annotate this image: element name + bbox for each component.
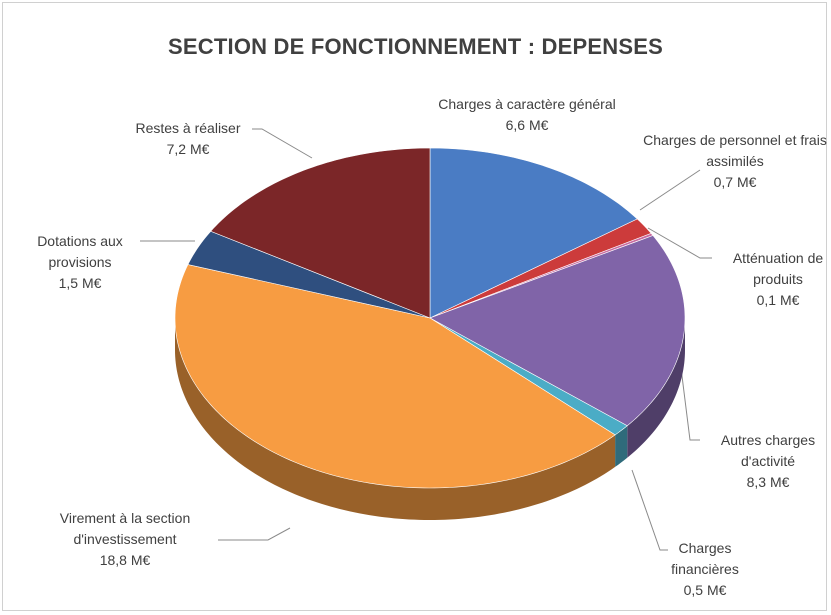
category-label: Virement à la section d'investissement — [59, 510, 191, 547]
leader-line — [218, 527, 291, 541]
category-label: Charges de personnel et frais assimilés — [643, 132, 827, 169]
leader-line — [631, 469, 668, 551]
value-label: 0,7 M€ — [713, 174, 757, 190]
slice-label: Virement à la section d'investissement 18… — [25, 508, 225, 571]
slice — [429, 147, 638, 319]
slice-side — [615, 425, 628, 467]
slice-label: Atténuation de produits 0,1 M€ — [718, 248, 831, 311]
slice-label: Charges financières 0,5 M€ — [645, 538, 765, 601]
chart-title: SECTION DE FONCTIONNEMENT : DEPENSES — [168, 34, 663, 59]
value-label: 6,6 M€ — [505, 117, 549, 133]
slice — [210, 147, 431, 319]
slice — [429, 218, 652, 319]
category-label: Restes à réaliser — [135, 120, 241, 136]
leader-lines — [140, 128, 712, 551]
category-label: Atténuation de produits — [732, 250, 824, 287]
leader-line — [252, 128, 313, 159]
slice-label: Autres charges d'activité 8,3 M€ — [698, 430, 831, 493]
leader-line — [647, 227, 712, 259]
pie-sides — [175, 318, 685, 520]
slice-label: Restes à réaliser 7,2 M€ — [113, 118, 263, 160]
slice — [187, 230, 431, 319]
slice-label: Charges à caractère général 6,6 M€ — [397, 94, 657, 136]
category-label: Charges à caractère général — [438, 96, 616, 112]
value-label: 1,5 M€ — [58, 275, 102, 291]
leader-line — [679, 359, 700, 441]
category-label: Charges financières — [671, 540, 739, 577]
slice-side — [627, 318, 685, 458]
slice-label: Dotations aux provisions 1,5 M€ — [5, 231, 155, 294]
value-label: 0,1 M€ — [756, 292, 800, 308]
slice-side — [175, 318, 616, 520]
category-label: Autres charges d'activité — [720, 432, 816, 469]
pie-slices — [174, 147, 686, 489]
value-label: 18,8 M€ — [99, 552, 151, 568]
slice — [429, 235, 686, 427]
leader-line — [639, 169, 701, 211]
value-label: 8,3 M€ — [746, 474, 790, 490]
value-label: 0,5 M€ — [683, 582, 727, 598]
value-label: 7,2 M€ — [166, 141, 210, 157]
slice-label: Charges de personnel et frais assimilés 0… — [640, 130, 830, 193]
slice — [174, 264, 616, 489]
category-label: Dotations aux provisions — [37, 233, 123, 270]
